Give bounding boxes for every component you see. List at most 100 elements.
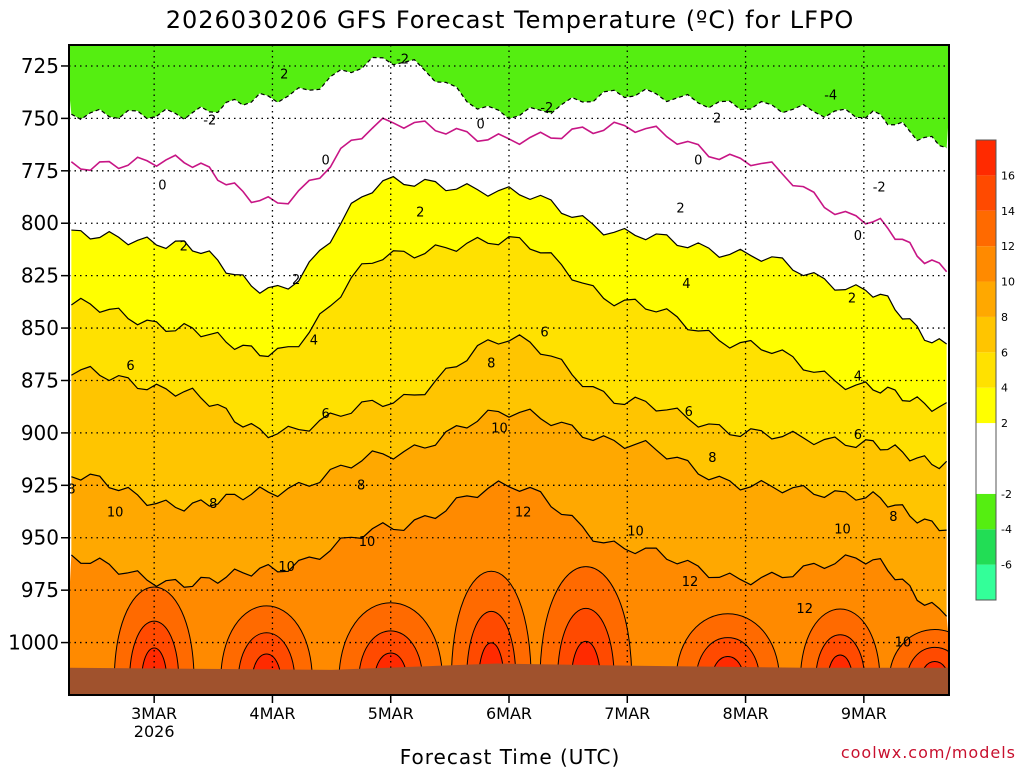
contour-label: 2 xyxy=(848,292,856,307)
contour-label: 10 xyxy=(834,522,851,537)
colorbar-band xyxy=(976,564,996,600)
x-tick-label: 7MAR xyxy=(604,704,650,723)
contour-label: 8 xyxy=(67,483,75,498)
contour-label: 0 xyxy=(854,229,862,244)
colorbar-band xyxy=(976,423,996,494)
colorbar-tick-label: 6 xyxy=(1001,346,1008,359)
contour-label: 12 xyxy=(796,602,813,617)
contour-label: 2 xyxy=(676,202,684,217)
temperature-band xyxy=(71,57,947,272)
contour-label: 4 xyxy=(854,369,862,384)
contour-label: 2 xyxy=(416,206,424,221)
band-below-minus2 xyxy=(69,45,949,148)
contour-label: 2 xyxy=(292,273,300,288)
contour-label: 4 xyxy=(310,334,318,349)
temperature-band xyxy=(71,236,947,469)
y-tick-label: 850 xyxy=(21,316,59,340)
contour-label: 10 xyxy=(359,535,376,550)
contour-label: 0 xyxy=(322,153,330,168)
contour-label: 10 xyxy=(278,560,295,575)
colorbar-tick-label: -2 xyxy=(1001,488,1012,501)
isotherm-lines xyxy=(70,56,948,617)
contour-label: -2 xyxy=(540,101,553,116)
isotherm-line xyxy=(71,236,947,413)
plot-area: 2 -2 -2 -2 2 -4 -2 0 0 0 0 0 2 2 2 2 2 4 4 4 6 6 6 6 6 8 8 8 8 8 8 10 10… xyxy=(67,45,949,695)
isotherm-line xyxy=(71,334,948,470)
contour-label: 6 xyxy=(322,407,330,422)
contour-label: -2 xyxy=(396,53,409,68)
colorbar-tick-label: -6 xyxy=(1001,559,1012,572)
contour-label: 6 xyxy=(540,325,548,340)
colorbar-band xyxy=(976,529,996,565)
colorbar-band xyxy=(976,140,996,176)
x-tick-sublabel: 2026 xyxy=(134,722,175,741)
temperature-band xyxy=(71,409,947,617)
contour-label: 10 xyxy=(491,422,508,437)
isotherm-line xyxy=(70,480,948,617)
y-tick-label: 775 xyxy=(21,159,59,183)
y-axis: 725 750 775 800 825 850 875 900 925 950 975 1000 xyxy=(8,54,69,655)
x-tick-label: 3MAR xyxy=(131,704,177,723)
contour-label: 10 xyxy=(895,636,912,651)
colorbar-tick-label: 8 xyxy=(1001,311,1008,324)
contour-label: 6 xyxy=(685,405,693,420)
contour-label: 0 xyxy=(694,153,702,168)
contour-label: 0 xyxy=(476,118,484,133)
contour-label: -2 xyxy=(873,181,886,196)
isotherm-line xyxy=(71,408,947,532)
temperature-bands xyxy=(69,45,949,695)
contour-label: -2 xyxy=(203,113,216,128)
grid-lines xyxy=(69,45,949,695)
chart-title: 2026030206 GFS Forecast Temperature (ºC)… xyxy=(166,6,855,34)
contour-labels: 2 -2 -2 -2 2 -4 -2 0 0 0 0 0 2 2 2 2 2 4 4 4 6 6 6 6 6 8 8 8 8 8 8 10 10… xyxy=(67,53,912,651)
colorbar-band xyxy=(976,387,996,424)
x-tick-label: 6MAR xyxy=(486,704,532,723)
contour-label: 12 xyxy=(515,506,532,521)
contour-label: 10 xyxy=(107,506,124,521)
contour-label: 6 xyxy=(854,428,862,443)
contour-label: -4 xyxy=(824,88,837,103)
contour-label: 0 xyxy=(158,178,166,193)
colorbar-tick-label: 16 xyxy=(1001,169,1015,182)
colorbar-band xyxy=(976,210,996,247)
contour-label: 8 xyxy=(487,357,495,372)
contour-label: 2 xyxy=(180,239,188,254)
colorbar-tick-label: 14 xyxy=(1001,205,1015,218)
contour-label: 2 xyxy=(713,111,721,126)
colorbar-legend: -6 -4 -2 2 4 6 8 10 12 14 16 xyxy=(975,139,1015,601)
contour-label: 4 xyxy=(682,277,690,292)
x-tick-label: 5MAR xyxy=(368,704,414,723)
credit-text: coolwx.com/models xyxy=(841,743,1016,762)
terrain-ground xyxy=(69,663,949,695)
colorbar-band xyxy=(976,352,996,388)
x-tick-label: 9MAR xyxy=(841,704,887,723)
colorbar-band xyxy=(976,493,996,530)
y-tick-label: 925 xyxy=(21,473,59,497)
contour-label: 12 xyxy=(682,575,699,590)
colorbar-band xyxy=(976,175,996,211)
y-tick-label: 825 xyxy=(21,264,59,288)
y-tick-label: 975 xyxy=(21,578,59,602)
colorbar-band xyxy=(976,316,996,353)
colorbar-tick-label: 4 xyxy=(1001,382,1008,395)
colorbar-band xyxy=(976,281,996,317)
contour-label: 2 xyxy=(280,67,288,82)
colorbar-tick-label: 2 xyxy=(1001,417,1008,430)
colorbar-frame xyxy=(975,139,997,601)
x-tick-label: 8MAR xyxy=(723,704,769,723)
y-tick-label: 1000 xyxy=(8,631,59,655)
colorbar-tick-label: -4 xyxy=(1001,523,1012,536)
y-tick-label: 800 xyxy=(21,211,59,235)
colorbar-tick-label: 10 xyxy=(1001,276,1015,289)
contour-label: 8 xyxy=(708,451,716,466)
colorbar-tick-label: 12 xyxy=(1001,240,1015,253)
y-tick-label: 900 xyxy=(21,421,59,445)
y-tick-label: 950 xyxy=(21,526,59,550)
contour-label: 6 xyxy=(126,359,134,374)
contour-label: 8 xyxy=(357,478,365,493)
y-tick-label: 750 xyxy=(21,106,59,130)
temperature-band xyxy=(71,334,947,531)
isotherm-line xyxy=(71,175,947,345)
